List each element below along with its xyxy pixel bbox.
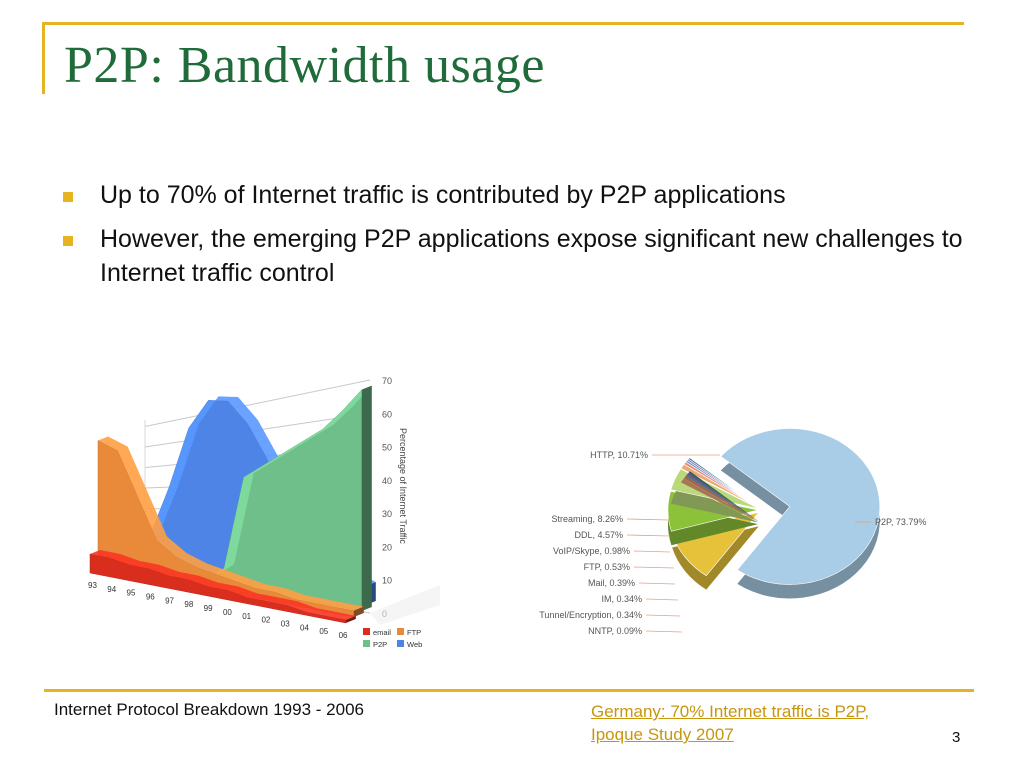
pie-label: Tunnel/Encryption, 0.34% [539,610,642,620]
page-number: 3 [952,729,961,746]
ipoque-pie-chart: P2P, 73.79% HTTP, 10.71% Streaming, 8.26% D… [539,428,926,636]
bullet-item: Up to 70% of Internet traffic is contrib… [60,178,980,212]
pie-leader-line [638,582,676,585]
area-side-email [345,615,356,623]
x-tick-label: 99 [204,604,213,613]
left-frame-rule [42,22,45,94]
area-ridge-ftp [98,436,364,611]
bullet-list: Up to 70% of Internet traffic is contrib… [60,178,980,300]
bullet-text: However, the emerging P2P applications e… [100,225,963,287]
y-tick-label: 60 [382,409,392,419]
x-tick-label: 02 [261,616,270,625]
legend-label: email [373,628,391,637]
x-tick-label: 01 [242,612,251,621]
legend-label: FTP [407,628,421,637]
x-tick-label: 05 [319,627,328,636]
x-tick-label: 97 [165,596,174,605]
x-tick-label: 06 [339,631,348,640]
pie-leader-line [645,598,679,601]
pie-slice-side [680,478,759,522]
area-side-ftp [353,606,364,617]
gridline [144,379,371,427]
bullet-square-icon [63,192,73,202]
pie-leader-line [645,630,683,633]
x-tick-label: 04 [300,623,309,632]
x-tick-label: 98 [184,600,193,609]
pie-label: VoIP/Skype, 0.98% [553,546,630,556]
bullet-square-icon [63,236,73,246]
area-ridge-email [90,550,356,620]
bullet-item: However, the emerging P2P applications e… [60,222,980,290]
pie-label: FTP, 0.53% [584,562,630,572]
pie-slice-side [685,474,759,522]
floor-shadow [370,585,440,625]
pie-slice-side [689,471,759,522]
pie-leader-line [626,518,671,521]
x-tick-label: 93 [88,581,97,590]
x-tick-label: 00 [223,608,232,617]
bottom-rule [44,689,974,692]
pie-slice [689,456,760,508]
y-tick-label: 70 [382,376,392,386]
pie-leader-line [626,534,671,537]
y-tick-label: 20 [382,542,392,552]
top-frame-rule [44,22,964,25]
legend-label: Web [407,640,422,649]
pie-label: Streaming, 8.26% [551,514,623,524]
pie-leader-line [645,614,681,617]
slide-title: P2P: Bandwidth usage [64,37,545,94]
charts-area: 010203040506070Percentage of Internet Tr… [88,376,926,649]
pie-slice [720,428,881,585]
legend-swatch [363,628,370,635]
y-tick-label: 40 [382,476,392,486]
legend-label: P2P [373,640,387,649]
pie-label: DDL, 4.57% [574,530,623,540]
source-link[interactable]: Germany: 70% Internet traffic is P2P, Ip… [591,702,870,744]
pie-leader-line [633,566,675,569]
x-tick-label: 03 [281,619,290,628]
caption-left: Internet Protocol Breakdown 1993 - 2006 [54,700,364,719]
legend-swatch [397,628,404,635]
protocol-breakdown-chart: 010203040506070Percentage of Internet Tr… [88,376,440,649]
pie-label: HTTP, 10.71% [590,450,648,460]
pie-slice-side [684,476,759,522]
legend-swatch [397,640,404,647]
pie-slice-side [688,471,759,522]
pie-label: Mail, 0.39% [588,578,635,588]
pie-slice-side [687,473,759,522]
pie-leader-line [633,550,671,553]
pie-label: IM, 0.34% [601,594,642,604]
x-tick-label: 95 [127,589,136,598]
pie-label: NNTP, 0.09% [588,626,642,636]
pie-label: P2P, 73.79% [875,517,926,527]
bullet-text: Up to 70% of Internet traffic is contrib… [100,181,786,209]
x-tick-label: 96 [146,593,155,602]
y-tick-label: 10 [382,576,392,586]
area-series-email [89,553,347,624]
x-tick-label: 94 [107,585,116,594]
area-side-p2p [361,385,372,611]
y-tick-label: 50 [382,443,392,453]
legend-swatch [363,640,370,647]
y-axis-label: Percentage of Internet Traffic [398,428,408,544]
y-tick-label: 30 [382,509,392,519]
